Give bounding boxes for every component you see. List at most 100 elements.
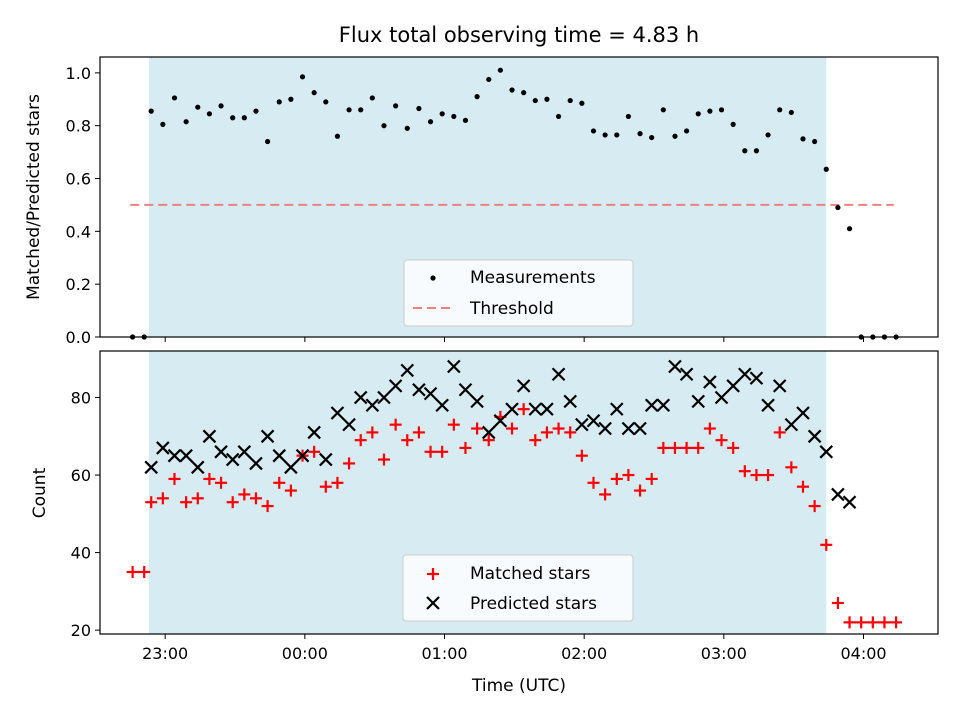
measurement-point [544, 96, 550, 102]
matched-star-point [680, 441, 693, 454]
matched-star-point [506, 422, 519, 435]
matched-star-point [890, 616, 903, 629]
measurement-point [788, 109, 794, 116]
matched-star-point [773, 426, 786, 439]
matched-star-point [377, 453, 390, 466]
predicted-star-point [400, 363, 415, 378]
predicted-star-point [156, 441, 170, 455]
predicted-stars-series [144, 359, 857, 509]
measurement-point [265, 138, 271, 145]
predicted-star-point [214, 445, 228, 459]
matched-star-point [610, 472, 623, 485]
matched-star-point [738, 465, 751, 478]
matched-star-point [471, 422, 484, 435]
legend-label-matched-stars: Matched stars [470, 564, 590, 584]
measurement-point [381, 123, 387, 129]
predicted-star-point [272, 448, 287, 463]
predicted-star-point [761, 398, 775, 413]
matched-star-point [808, 500, 821, 513]
predicted-star-point [388, 379, 403, 393]
matched-star-point [447, 418, 460, 431]
matched-star-point [820, 538, 833, 551]
bottom-y-tick-label: 20 [71, 621, 91, 640]
predicted-star-point [691, 394, 706, 409]
measurement-point [486, 76, 492, 83]
matched-star-point [226, 496, 239, 509]
matched-star-point [855, 616, 868, 629]
measurement-point [241, 115, 247, 121]
measurement-point [625, 113, 632, 120]
top-panel: 0.0 0.2 0.4 0.6 0.8 1.0 Matched/Predicted sta… [24, 56, 939, 347]
predicted-star-point [319, 452, 333, 467]
predicted-star-point [714, 390, 729, 405]
measurement-point [614, 132, 620, 138]
predicted-star-point [144, 460, 158, 475]
bottom-x-axis: 23:00 00:00 01:00 02:00 03:00 04:00 [142, 634, 887, 663]
predicted-star-point [179, 448, 193, 463]
measurement-point [206, 111, 213, 117]
measurement-point [346, 107, 352, 113]
bottom-y-tick-label: 60 [71, 466, 91, 485]
measurement-point [707, 108, 713, 114]
matched-star-point [517, 403, 530, 416]
measurement-point [695, 111, 701, 117]
predicted-star-point [796, 406, 810, 420]
measurement-point [160, 121, 166, 127]
measurement-point [602, 132, 608, 138]
predicted-star-point [609, 402, 624, 416]
matched-star-point [762, 469, 775, 482]
matched-star-point [587, 476, 600, 489]
predicted-star-point [493, 414, 508, 428]
measurement-point [416, 105, 422, 112]
predicted-star-point [190, 460, 205, 475]
measurement-point [509, 87, 515, 93]
measurement-point [730, 121, 736, 127]
x-axis-label: Time (UTC) [471, 676, 566, 696]
measurement-point [253, 108, 259, 114]
matched-star-point [750, 469, 763, 482]
top-y-tick-label: 0.6 [66, 170, 91, 189]
x-tick-label: 03:00 [701, 644, 747, 663]
predicted-star-point [423, 386, 438, 401]
measurement-point [672, 133, 678, 139]
predicted-star-point [447, 359, 461, 374]
matched-star-point [540, 426, 553, 439]
matched-star-point [180, 496, 193, 509]
measurement-point [369, 95, 375, 101]
predicted-star-point [772, 379, 787, 393]
bottom-y-tick-label: 80 [71, 389, 91, 408]
predicted-star-point [842, 495, 857, 509]
matched-star-point [168, 472, 181, 485]
matched-star-point [412, 426, 425, 439]
measurement-point [718, 107, 725, 113]
predicted-star-point [284, 460, 298, 475]
measurement-point [288, 96, 294, 102]
measurement-point [404, 125, 410, 131]
bottom-legend: Matched stars Predicted stars [402, 554, 634, 622]
measurement-point [451, 113, 457, 120]
matched-star-point [727, 441, 740, 454]
measurement-point [474, 94, 480, 100]
predicted-star-point [621, 421, 636, 436]
legend-marker-predicted-stars [426, 596, 440, 610]
predicted-star-point [807, 429, 822, 444]
predicted-star-point [528, 402, 543, 416]
matched-star-point [482, 434, 495, 447]
bottom-y-tick-label: 40 [71, 544, 91, 563]
measurement-point [777, 107, 783, 113]
matched-star-point [645, 472, 658, 485]
matched-star-point [703, 422, 716, 435]
predicted-star-point [831, 487, 845, 502]
predicted-star-point [435, 398, 449, 413]
matched-star-point [366, 426, 379, 439]
matched-star-point [843, 616, 856, 629]
top-y-tick-label: 0.2 [66, 275, 91, 294]
matched-star-point [354, 434, 367, 447]
predicted-star-point [819, 445, 834, 459]
matched-star-point [145, 496, 158, 509]
measurement-point [590, 128, 597, 134]
measurement-point [649, 134, 655, 141]
measurement-point [742, 148, 748, 154]
predicted-star-point [644, 398, 659, 413]
